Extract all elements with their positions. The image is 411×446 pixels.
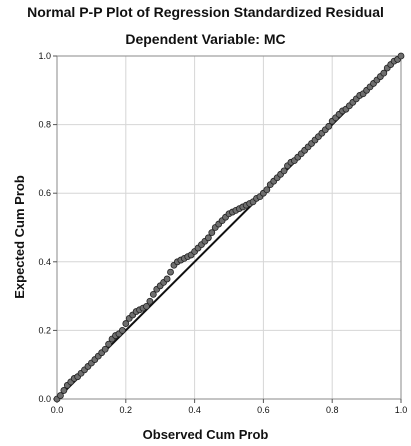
- data-point-32: [163, 275, 171, 283]
- x-tick-label-3: 0.6: [257, 405, 270, 415]
- y-tick-label-5: 1.0: [38, 51, 51, 61]
- data-point-27: [146, 297, 154, 305]
- chart-title: Normal P-P Plot of Regression Standardiz…: [27, 4, 384, 20]
- data-point-61: [263, 186, 271, 194]
- data-point-19: [118, 326, 126, 334]
- y-tick-label-0: 0.0: [38, 394, 51, 404]
- data-point-14: [101, 345, 109, 353]
- data-point-79: [325, 122, 333, 130]
- x-tick-label-5: 1.0: [395, 405, 408, 415]
- data-point-95: [380, 69, 388, 77]
- x-tick-label-4: 0.8: [326, 405, 339, 415]
- data-point-2: [60, 387, 68, 394]
- y-tick-label-3: 0.6: [38, 188, 51, 198]
- y-tick-label-2: 0.4: [38, 257, 51, 267]
- x-tick-label-2: 0.4: [188, 405, 201, 415]
- x-tick-label-0: 0.0: [51, 405, 64, 415]
- x-axis-label: Observed Cum Prob: [142, 427, 269, 442]
- data-point-26: [143, 302, 150, 310]
- y-tick-label-1: 0.2: [38, 325, 51, 335]
- data-point-15: [105, 340, 112, 348]
- x-tick-label-1: 0.2: [120, 405, 133, 415]
- data-point-100: [397, 52, 405, 60]
- data-point-28: [149, 290, 157, 298]
- data-point-45: [208, 229, 216, 237]
- y-tick-label-4: 0.8: [38, 120, 51, 130]
- chart-subtitle: Dependent Variable: MC: [125, 31, 286, 47]
- data-point-66: [280, 167, 288, 175]
- data-point-20: [122, 320, 130, 327]
- data-point-1: [57, 392, 64, 399]
- data-point-44: [204, 234, 212, 242]
- plot-frame: [56, 55, 402, 400]
- data-point-33: [167, 268, 174, 276]
